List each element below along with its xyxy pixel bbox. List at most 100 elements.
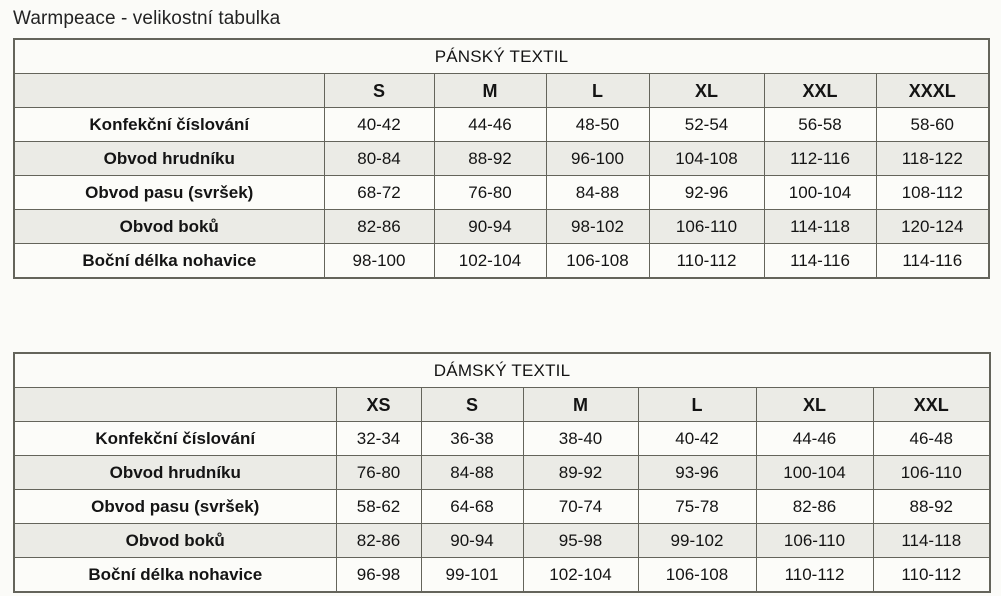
table-row: Obvod pasu (svršek) 68-72 76-80 84-88 92-96 1… bbox=[13, 175, 990, 210]
size-value-cell: 52-54 bbox=[648, 107, 765, 142]
size-value-cell: 84-88 bbox=[545, 175, 650, 210]
corner-cell bbox=[13, 73, 325, 108]
size-value-cell: 120-124 bbox=[875, 209, 990, 244]
table-title-row: PÁNSKÝ TEXTIL bbox=[13, 38, 990, 74]
size-value-cell: 36-38 bbox=[420, 421, 524, 456]
size-value-cell: 88-92 bbox=[872, 489, 991, 524]
size-value-cell: 82-86 bbox=[335, 523, 422, 558]
size-value-cell: 48-50 bbox=[545, 107, 650, 142]
size-value-cell: 95-98 bbox=[522, 523, 639, 558]
table-title: PÁNSKÝ TEXTIL bbox=[13, 38, 990, 74]
size-value-cell: 108-112 bbox=[875, 175, 990, 210]
table-row: Obvod boků 82-86 90-94 98-102 106-110 114-118… bbox=[13, 209, 990, 244]
size-value-cell: 96-100 bbox=[545, 141, 650, 176]
size-value-cell: 110-112 bbox=[755, 557, 874, 593]
size-value-cell: 114-118 bbox=[763, 209, 877, 244]
size-header-cell: XL bbox=[648, 73, 765, 108]
size-value-cell: 106-110 bbox=[872, 455, 991, 490]
size-value-cell: 64-68 bbox=[420, 489, 524, 524]
size-value-cell: 96-98 bbox=[335, 557, 422, 593]
size-value-cell: 98-100 bbox=[323, 243, 435, 279]
size-value-cell: 112-116 bbox=[763, 141, 877, 176]
table-title-row: DÁMSKÝ TEXTIL bbox=[13, 352, 991, 388]
size-header-cell: XS bbox=[335, 387, 422, 422]
size-value-cell: 99-102 bbox=[637, 523, 757, 558]
size-header-cell: XXXL bbox=[875, 73, 990, 108]
size-value-cell: 84-88 bbox=[420, 455, 524, 490]
size-value-cell: 46-48 bbox=[872, 421, 991, 456]
size-value-cell: 75-78 bbox=[637, 489, 757, 524]
size-value-cell: 92-96 bbox=[648, 175, 765, 210]
size-value-cell: 38-40 bbox=[522, 421, 639, 456]
size-value-cell: 32-34 bbox=[335, 421, 422, 456]
size-value-cell: 100-104 bbox=[763, 175, 877, 210]
size-value-cell: 106-110 bbox=[755, 523, 874, 558]
size-value-cell: 40-42 bbox=[323, 107, 435, 142]
size-header-cell: S bbox=[420, 387, 524, 422]
size-header-cell: S bbox=[323, 73, 435, 108]
size-value-cell: 70-74 bbox=[522, 489, 639, 524]
size-value-cell: 89-92 bbox=[522, 455, 639, 490]
size-value-cell: 114-118 bbox=[872, 523, 991, 558]
size-header-cell: M bbox=[522, 387, 639, 422]
table-row: Konfekční číslování 40-42 44-46 48-50 52-54 5… bbox=[13, 107, 990, 142]
size-value-cell: 80-84 bbox=[323, 141, 435, 176]
size-value-cell: 106-108 bbox=[545, 243, 650, 279]
womens-textile-size-table: DÁMSKÝ TEXTIL XS S M L XL XXL Konfekční číslová… bbox=[13, 352, 992, 593]
size-header-cell: M bbox=[433, 73, 547, 108]
size-value-cell: 82-86 bbox=[323, 209, 435, 244]
size-header-cell: L bbox=[545, 73, 650, 108]
tables-container: PÁNSKÝ TEXTIL S M L XL XXL XXXL Konfekční číslo… bbox=[13, 38, 992, 593]
table-row: Boční délka nohavice 96-98 99-101 102-104 10… bbox=[13, 557, 991, 593]
size-value-cell: 58-60 bbox=[875, 107, 990, 142]
size-value-cell: 114-116 bbox=[875, 243, 990, 279]
row-label: Obvod pasu (svršek) bbox=[13, 175, 325, 210]
size-value-cell: 90-94 bbox=[433, 209, 547, 244]
size-value-cell: 90-94 bbox=[420, 523, 524, 558]
row-label: Konfekční číslování bbox=[13, 107, 325, 142]
row-label: Obvod hrudníku bbox=[13, 141, 325, 176]
table-title: DÁMSKÝ TEXTIL bbox=[13, 352, 991, 388]
table-row: Obvod hrudníku 76-80 84-88 89-92 93-96 100-10… bbox=[13, 455, 991, 490]
size-value-cell: 98-102 bbox=[545, 209, 650, 244]
size-header-row: XS S M L XL XXL bbox=[13, 387, 991, 422]
row-label: Boční délka nohavice bbox=[13, 243, 325, 279]
size-value-cell: 76-80 bbox=[433, 175, 547, 210]
row-label: Obvod boků bbox=[13, 523, 337, 558]
size-value-cell: 40-42 bbox=[637, 421, 757, 456]
size-header-cell: XL bbox=[755, 387, 874, 422]
table-row: Obvod hrudníku 80-84 88-92 96-100 104-108 112… bbox=[13, 141, 990, 176]
table-row: Obvod boků 82-86 90-94 95-98 99-102 106-110 11… bbox=[13, 523, 991, 558]
size-value-cell: 68-72 bbox=[323, 175, 435, 210]
size-value-cell: 88-92 bbox=[433, 141, 547, 176]
table-row: Konfekční číslování 32-34 36-38 38-40 40-42 4… bbox=[13, 421, 991, 456]
size-value-cell: 102-104 bbox=[433, 243, 547, 279]
size-value-cell: 102-104 bbox=[522, 557, 639, 593]
table-row: Boční délka nohavice 98-100 102-104 106-108… bbox=[13, 243, 990, 279]
size-value-cell: 118-122 bbox=[875, 141, 990, 176]
size-value-cell: 82-86 bbox=[755, 489, 874, 524]
size-value-cell: 106-110 bbox=[648, 209, 765, 244]
corner-cell bbox=[13, 387, 337, 422]
size-value-cell: 106-108 bbox=[637, 557, 757, 593]
size-header-cell: L bbox=[637, 387, 757, 422]
size-value-cell: 56-58 bbox=[763, 107, 877, 142]
size-header-cell: XXL bbox=[872, 387, 991, 422]
mens-textile-size-table: PÁNSKÝ TEXTIL S M L XL XXL XXXL Konfekční číslo… bbox=[13, 38, 991, 279]
size-header-cell: XXL bbox=[763, 73, 877, 108]
size-value-cell: 114-116 bbox=[763, 243, 877, 279]
size-value-cell: 110-112 bbox=[872, 557, 991, 593]
size-value-cell: 100-104 bbox=[755, 455, 874, 490]
row-label: Boční délka nohavice bbox=[13, 557, 337, 593]
size-value-cell: 44-46 bbox=[433, 107, 547, 142]
size-value-cell: 110-112 bbox=[648, 243, 765, 279]
size-value-cell: 76-80 bbox=[335, 455, 422, 490]
row-label: Obvod pasu (svršek) bbox=[13, 489, 337, 524]
size-value-cell: 93-96 bbox=[637, 455, 757, 490]
size-value-cell: 58-62 bbox=[335, 489, 422, 524]
row-label: Obvod boků bbox=[13, 209, 325, 244]
row-label: Obvod hrudníku bbox=[13, 455, 337, 490]
size-value-cell: 104-108 bbox=[648, 141, 765, 176]
table-row: Obvod pasu (svršek) 58-62 64-68 70-74 75-78 8… bbox=[13, 489, 991, 524]
